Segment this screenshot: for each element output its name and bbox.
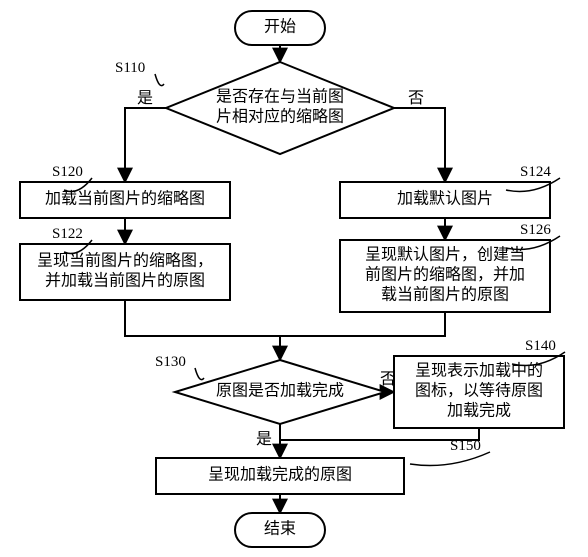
node-text: 呈现默认图片，创建当 xyxy=(365,246,525,264)
label-leader xyxy=(195,368,204,380)
node-text: 加载当前图片的缩略图 xyxy=(45,190,205,208)
node-text: 呈现当前图片的缩略图， xyxy=(37,252,213,270)
step-label: S122 xyxy=(52,226,83,242)
flow-edge xyxy=(394,108,445,182)
node-text: 加载默认图片 xyxy=(397,190,493,208)
step-label: S150 xyxy=(450,438,481,454)
node-text: 呈现加载完成的原图 xyxy=(208,466,352,484)
node-text: 呈现表示加载中的 xyxy=(415,362,543,380)
step-label: S110 xyxy=(115,60,145,76)
flow-edge xyxy=(125,300,280,336)
flow-edge xyxy=(280,312,445,336)
node-text: 是否存在与当前图 xyxy=(216,88,344,106)
step-label: S130 xyxy=(155,354,186,370)
step-label: S120 xyxy=(52,164,83,180)
node-text: 并加载当前图片的原图 xyxy=(45,272,205,290)
edge-label: 否 xyxy=(408,90,424,107)
node-text: 结束 xyxy=(264,520,296,538)
node-text: 开始 xyxy=(264,18,296,36)
node-text: 片相对应的缩略图 xyxy=(216,107,344,126)
node-text: 加载完成 xyxy=(447,402,511,420)
label-leader xyxy=(410,452,490,466)
step-label: S124 xyxy=(520,164,551,180)
node-text: 载当前图片的原图 xyxy=(381,286,509,304)
node-text: 前图片的缩略图，并加 xyxy=(365,266,525,284)
edge-label: 是 xyxy=(137,90,153,107)
node-text: 原图是否加载完成 xyxy=(216,382,344,400)
node-text: 图标，以等待原图 xyxy=(415,382,543,400)
step-label: S126 xyxy=(520,222,551,238)
label-leader xyxy=(155,74,164,86)
edge-label: 是 xyxy=(256,431,272,448)
step-label: S140 xyxy=(525,338,556,354)
flowchart-canvas: 是否否是开始是否存在与当前图片相对应的缩略图加载当前图片的缩略图呈现当前图片的缩… xyxy=(0,0,588,557)
flow-edge xyxy=(125,108,166,182)
